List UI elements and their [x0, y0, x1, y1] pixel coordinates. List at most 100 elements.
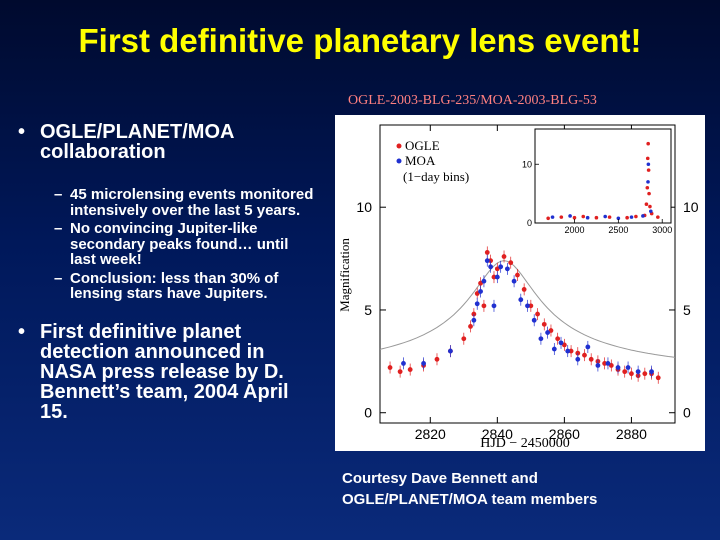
x-tick-label: 2860	[549, 426, 580, 442]
inset-point-moa	[629, 215, 634, 219]
data-point-ogle	[501, 254, 507, 259]
inset-point-ogle	[648, 204, 652, 209]
y-tick-label-right: 10	[683, 199, 699, 215]
inset-point-ogle	[607, 215, 612, 219]
data-point-moa	[615, 365, 621, 370]
inset-axes: 2000 2500 3000 0 10	[522, 159, 672, 235]
data-point-moa	[488, 264, 494, 270]
data-point-ogle	[629, 371, 634, 377]
inset-point-ogle	[645, 156, 650, 161]
data-point-moa	[518, 297, 524, 303]
inset-point-moa	[550, 215, 555, 219]
inset-point-moa	[649, 209, 653, 214]
legend-ogle-label: OGLE	[405, 138, 440, 153]
legend-moa-label: MOA	[405, 153, 436, 168]
data-point-ogle	[468, 324, 473, 329]
y-axis-label: Magnification	[337, 238, 352, 312]
x-tick-label: 2880	[616, 426, 647, 442]
inset-point-moa	[568, 214, 572, 218]
data-point-ogle	[515, 272, 520, 278]
data-point-moa	[484, 258, 490, 264]
data-point-ogle	[602, 361, 608, 366]
inset-y-tick-label: 0	[527, 218, 532, 228]
data-point-ogle	[555, 336, 561, 342]
data-point-moa	[474, 301, 480, 307]
data-point-moa	[401, 361, 406, 366]
inset-point-ogle	[644, 202, 649, 206]
inset-point-ogle	[546, 216, 550, 221]
inset-point-moa	[641, 214, 645, 218]
data-point-moa	[625, 365, 631, 370]
data-point-ogle	[528, 303, 534, 309]
inset-point-ogle	[625, 215, 629, 220]
x-axis-label: HJD − 2450000	[480, 436, 570, 451]
x-tick-label: 2840	[482, 426, 513, 442]
data-point-ogle	[655, 375, 661, 381]
data-point-moa	[649, 369, 654, 375]
bullet-first-detection: First definitive planet detection announ…	[18, 322, 318, 422]
figure-caption: OGLE-2003-BLG-235/MOA-2003-BLG-53	[348, 93, 597, 108]
data-point-moa	[605, 361, 611, 366]
y-tick-label-right: 5	[683, 302, 691, 318]
inset-point-moa	[616, 216, 621, 221]
data-point-moa	[565, 348, 571, 354]
data-point-ogle	[508, 260, 514, 266]
data-point-ogle	[588, 356, 594, 362]
inset-point-ogle	[646, 141, 650, 146]
inset-point-moa	[646, 162, 651, 167]
data-point-moa	[447, 348, 453, 354]
data-point-ogle	[622, 369, 628, 375]
inset-point-ogle	[581, 214, 586, 219]
inset-point-ogle	[645, 185, 650, 190]
data-point-moa	[481, 278, 487, 284]
main-plot-marks	[379, 246, 676, 384]
data-point-moa	[595, 363, 601, 368]
data-point-ogle	[481, 303, 487, 309]
model-curve	[379, 260, 676, 358]
y-tick-label: 10	[356, 199, 372, 215]
credit-line-1: Courtesy Dave Bennett and	[342, 470, 538, 487]
inset-point-ogle	[656, 215, 660, 219]
data-point-ogle	[461, 336, 467, 342]
data-point-ogle	[491, 274, 497, 280]
data-point-moa	[538, 336, 544, 342]
inset-point-moa	[585, 215, 590, 220]
inset-plot-frame	[534, 128, 672, 224]
data-point-ogle	[407, 367, 413, 372]
data-point-ogle	[582, 352, 587, 358]
data-point-ogle	[397, 369, 403, 375]
data-point-ogle	[521, 287, 527, 292]
main-plot-frame	[379, 124, 676, 424]
credit-text: Courtesy Dave Bennett and OGLE/PLANET/MO…	[342, 468, 597, 510]
sub-bullet-no-peaks: No convincing Jupiter-like secondary pea…	[18, 221, 318, 268]
data-point-ogle	[568, 348, 574, 354]
inset-point-ogle	[594, 215, 599, 220]
inset-point-moa	[646, 180, 650, 184]
inset-x-tick-label: 2000	[564, 225, 584, 235]
inset-point-ogle	[646, 168, 651, 172]
inset-y-tick-label: 10	[522, 159, 532, 169]
credit-line-2: OGLE/PLANET/MOA team members	[342, 491, 598, 508]
data-point-moa	[504, 266, 510, 272]
legend-moa-marker	[396, 158, 402, 164]
bullet-collaboration: OGLE/PLANET/MOA collaboration	[18, 122, 318, 162]
data-point-ogle	[471, 311, 477, 317]
x-tick-label: 2820	[415, 426, 446, 442]
data-point-moa	[511, 278, 517, 284]
inset-x-tick-label: 3000	[652, 225, 672, 235]
data-point-moa	[471, 317, 477, 323]
inset-x-tick-label: 2500	[608, 225, 628, 235]
y-tick-label: 0	[364, 405, 372, 421]
inset-point-ogle	[572, 215, 577, 220]
data-point-moa	[531, 317, 537, 323]
main-axes: 2820 2840 2860 2880 0 0 5 5 10 10	[356, 125, 699, 442]
data-point-moa	[585, 344, 591, 350]
data-point-moa	[491, 303, 497, 309]
data-point-moa	[635, 369, 641, 375]
data-point-moa	[525, 303, 530, 309]
sub-bullet-conclusion: Conclusion: less than 30% of lensing sta…	[18, 270, 318, 302]
inset-plot-marks	[546, 141, 660, 221]
data-point-ogle	[488, 258, 494, 264]
data-point-ogle	[535, 311, 540, 317]
data-point-ogle	[387, 365, 393, 370]
